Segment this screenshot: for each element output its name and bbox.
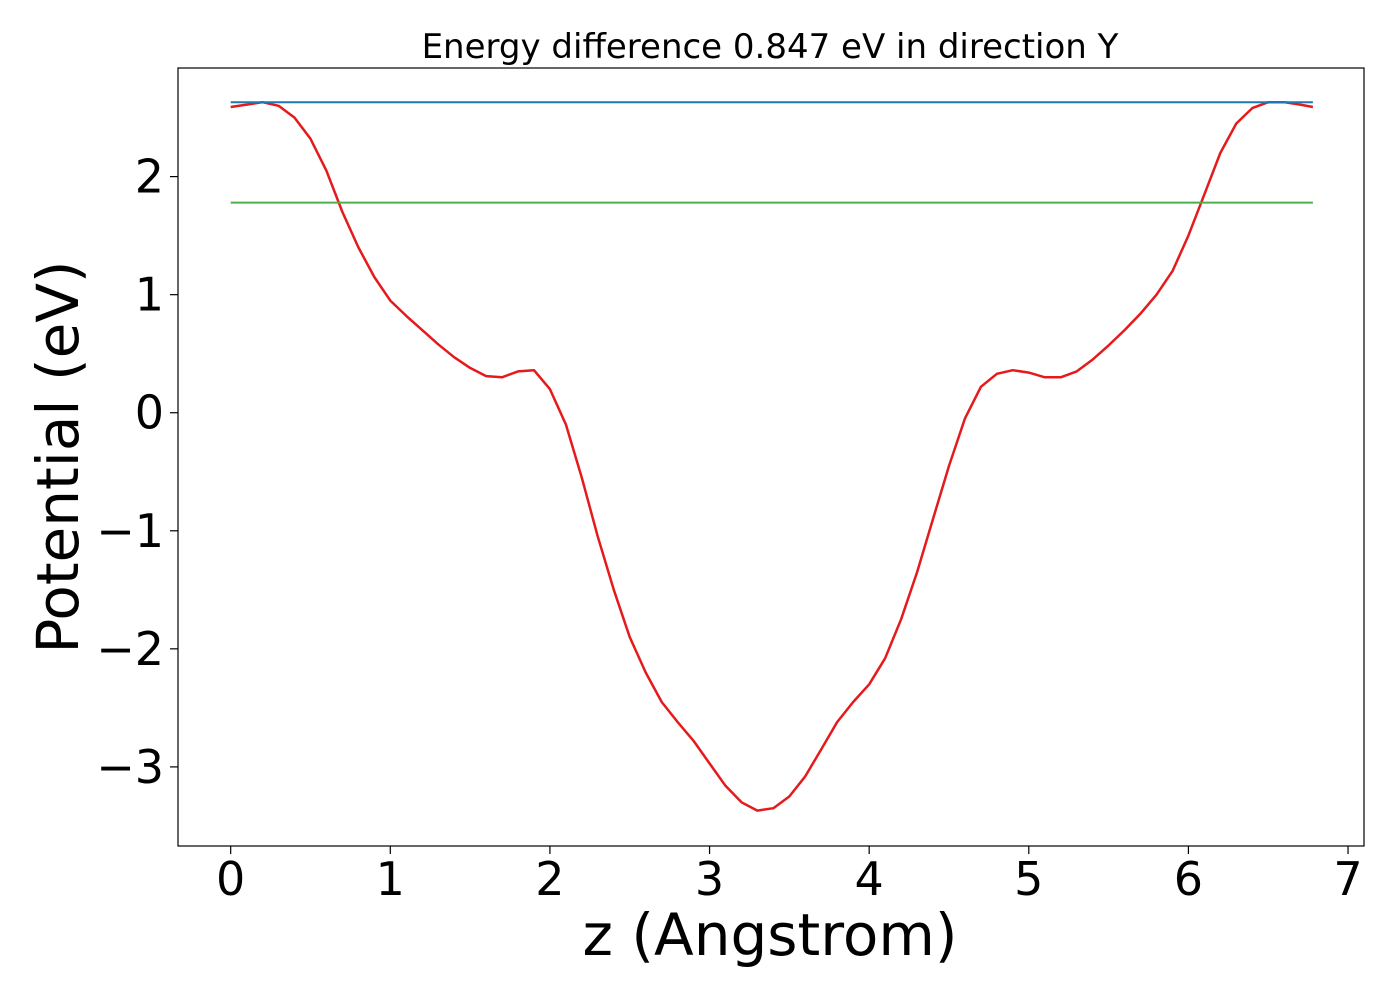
y-tick-label: −1 [96, 504, 164, 558]
y-tick-label: 2 [135, 150, 164, 204]
chart-title: Energy difference 0.847 eV in direction … [422, 27, 1119, 67]
x-tick-label: 1 [376, 852, 405, 906]
x-tick-label: 7 [1333, 852, 1362, 906]
y-tick-label: −2 [96, 622, 164, 676]
y-tick-label: 1 [135, 268, 164, 322]
x-tick-label: 0 [216, 852, 245, 906]
plot-frame [177, 67, 1365, 847]
x-tick-label: 2 [535, 852, 564, 906]
x-tick-label: 6 [1174, 852, 1203, 906]
y-tick-label: −3 [96, 740, 164, 794]
x-tick-label: 3 [695, 852, 724, 906]
y-tick-label: 0 [135, 386, 164, 440]
x-tick-label: 4 [855, 852, 884, 906]
potential-curve-line [230, 100, 1314, 812]
y-axis-ticks: −3 −2 −1 0 1 2 [96, 150, 178, 794]
x-axis-ticks: 0 1 2 3 4 5 6 7 [216, 846, 1363, 906]
x-axis-label: z (Angstrom) [583, 901, 958, 969]
x-tick-label: 5 [1014, 852, 1043, 906]
y-axis-label: Potential (eV) [24, 260, 92, 653]
plot-lines [230, 100, 1314, 812]
